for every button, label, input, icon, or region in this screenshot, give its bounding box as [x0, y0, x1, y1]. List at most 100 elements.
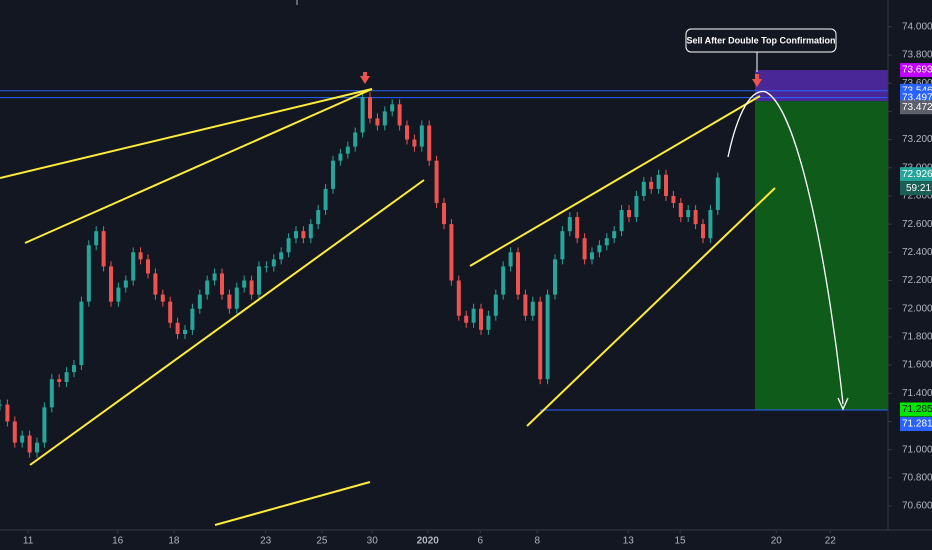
- x-tick-label: 23: [260, 536, 272, 547]
- candle: [227, 294, 232, 309]
- candle: [471, 308, 476, 323]
- price-label-bg: [900, 167, 932, 182]
- candle: [664, 174, 668, 196]
- candle: [412, 139, 417, 147]
- candle: [375, 118, 380, 126]
- candle: [397, 104, 402, 126]
- y-tick-label: 73.600: [902, 78, 932, 89]
- candle: [604, 238, 609, 246]
- candle: [316, 210, 321, 225]
- candle: [686, 210, 691, 218]
- candle: [35, 442, 39, 453]
- candle: [57, 379, 62, 382]
- candle: [212, 273, 217, 281]
- risk-zone: [755, 70, 888, 102]
- candle: [138, 252, 143, 260]
- y-tick-label: 71.400: [902, 388, 932, 399]
- x-tick-label: 25: [316, 536, 328, 547]
- candle: [508, 252, 513, 267]
- candle: [5, 404, 10, 422]
- x-tick-label: 13: [623, 536, 635, 547]
- candle: [656, 174, 661, 189]
- candle: [419, 125, 424, 147]
- candle: [301, 231, 306, 239]
- candle: [390, 104, 395, 112]
- price-label-bg: [900, 100, 932, 115]
- price-label: 73.497: [902, 92, 932, 103]
- candle: [160, 294, 165, 302]
- x-tick-label: 22: [825, 536, 837, 547]
- candle: [101, 231, 106, 267]
- trend-line: [0, 88, 373, 179]
- candle: [619, 210, 624, 232]
- candle: [360, 97, 365, 133]
- price-label: 71.285: [902, 404, 932, 415]
- candle: [368, 97, 372, 119]
- candle: [582, 238, 587, 260]
- trend-line: [526, 187, 776, 427]
- candle: [271, 259, 276, 267]
- arrow-head: [837, 397, 849, 411]
- candle: [308, 224, 313, 239]
- price-label: 73.693: [902, 65, 932, 76]
- candle: [116, 287, 121, 302]
- candle: [715, 177, 720, 211]
- under-layer: [0, 70, 888, 411]
- candle: [234, 287, 239, 309]
- candle: [86, 245, 91, 302]
- candle: [249, 280, 254, 295]
- candle: [538, 301, 543, 380]
- trend-line: [214, 481, 371, 526]
- candle: [449, 224, 454, 281]
- candle: [190, 308, 195, 330]
- candle: [456, 280, 461, 316]
- candle: [338, 153, 343, 161]
- y-tick-label: 72.400: [902, 247, 932, 258]
- candle: [671, 195, 676, 203]
- candle: [434, 160, 439, 203]
- candle: [331, 160, 335, 189]
- candle: [693, 210, 698, 225]
- candle: [286, 238, 291, 253]
- candle: [123, 280, 128, 288]
- candle: [567, 217, 572, 232]
- price-label: 73.472: [902, 102, 932, 113]
- y-tick-label: 70.600: [902, 501, 932, 512]
- candle: [79, 301, 84, 366]
- price-label-bg: [900, 402, 932, 417]
- candle: [197, 294, 202, 309]
- candle: [634, 195, 639, 218]
- candle: [49, 379, 54, 408]
- price-label: 71.281: [902, 419, 932, 430]
- candle: [678, 202, 683, 218]
- x-tick-label: 16: [112, 536, 124, 547]
- y-tick-label: 74.000: [902, 21, 932, 32]
- callout-box: [685, 28, 837, 53]
- candle: [220, 273, 224, 295]
- top-marker: [360, 72, 370, 84]
- candle: [382, 111, 387, 126]
- candle: [405, 125, 409, 140]
- trend-line: [24, 88, 373, 244]
- x-tick-label: 18: [168, 536, 180, 547]
- candle: [427, 125, 432, 161]
- candle: [323, 188, 328, 211]
- candle: [641, 181, 646, 196]
- callout-text: Sell After Double Top Confirmation: [687, 35, 836, 45]
- candle: [560, 231, 565, 260]
- candle: [264, 266, 269, 268]
- y-tick-label: 71.800: [902, 332, 932, 343]
- candle: [493, 294, 498, 316]
- x-tick-label: 2020: [417, 536, 440, 547]
- candle: [168, 301, 173, 323]
- candle: [486, 315, 491, 330]
- candle: [146, 259, 150, 274]
- x-tick-label: 30: [367, 536, 379, 547]
- projection-arrow: [727, 90, 844, 405]
- y-tick-label: 73.800: [902, 50, 932, 61]
- candles: [0, 92, 720, 458]
- trend-line: [29, 179, 425, 466]
- price-label: 72.926: [902, 169, 932, 180]
- candle: [131, 252, 136, 281]
- price-label-bg: [900, 63, 932, 78]
